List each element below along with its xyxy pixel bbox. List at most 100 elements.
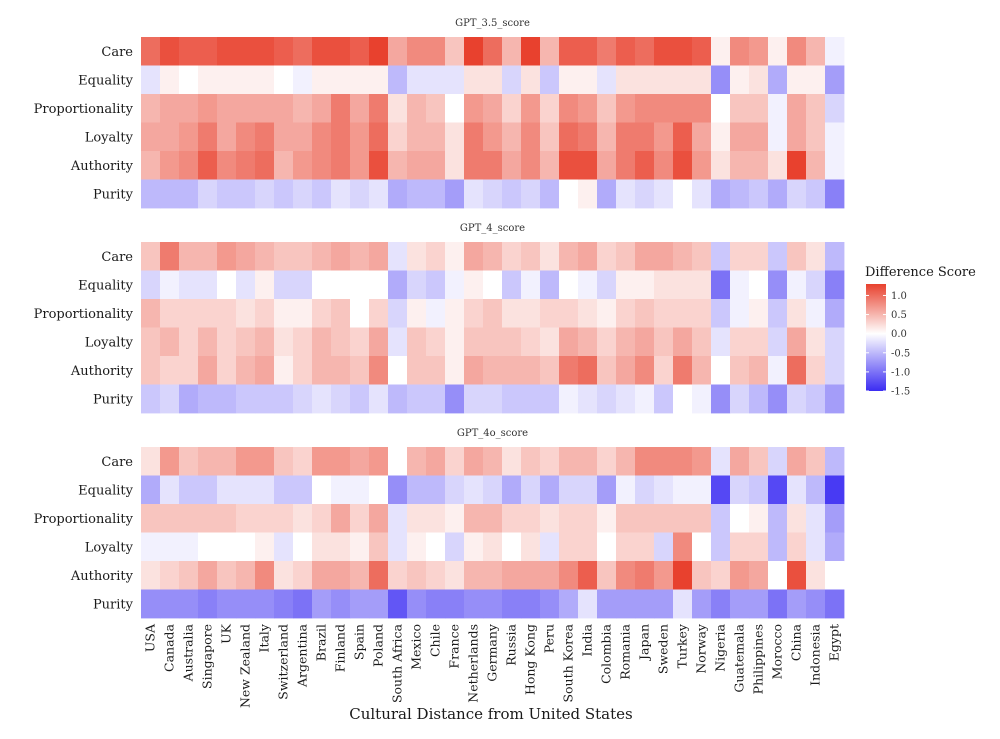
- heatmap-cell: [559, 242, 579, 271]
- heatmap-cell: [616, 242, 636, 271]
- heatmap-cell: [312, 327, 332, 357]
- heatmap-cell: [445, 37, 465, 66]
- row-label: Care: [101, 250, 133, 265]
- heatmap-cell: [141, 589, 161, 619]
- heatmap-cell: [673, 532, 693, 562]
- heatmap-cell: [388, 94, 408, 123]
- heatmap-cell: [483, 504, 503, 533]
- heatmap-cell: [806, 270, 826, 300]
- heatmap-cell: [711, 299, 731, 328]
- heatmap-cell: [616, 356, 636, 385]
- country-label: Spain: [352, 624, 367, 660]
- heatmap-cell: [407, 327, 427, 357]
- heatmap-cell: [730, 299, 750, 328]
- heatmap-cell: [160, 94, 180, 123]
- heatmap-cell: [806, 561, 826, 590]
- heatmap-cell: [445, 356, 465, 385]
- heatmap-cell: [711, 151, 731, 180]
- heatmap-cell: [274, 532, 294, 562]
- heatmap-cell: [388, 589, 408, 619]
- heatmap-cell: [483, 589, 503, 619]
- country-label: Philippines: [751, 624, 766, 694]
- heatmap-cell: [141, 532, 161, 562]
- row-label: Equality: [78, 278, 133, 293]
- heatmap-cell: [388, 37, 408, 66]
- heatmap-cell: [426, 384, 446, 414]
- heatmap-cell: [160, 242, 180, 271]
- heatmap-cell: [825, 179, 845, 209]
- legend-tick-label: -0.5: [891, 348, 910, 359]
- heatmap-cell: [540, 179, 560, 209]
- heatmap-cell: [597, 475, 617, 505]
- heatmap-cell: [369, 327, 389, 357]
- heatmap-cell: [692, 504, 712, 533]
- heatmap-cell: [787, 151, 807, 180]
- heatmap-cell: [464, 504, 484, 533]
- heatmap-cell: [312, 475, 332, 505]
- heatmap-cell: [540, 299, 560, 328]
- heatmap-cell: [825, 447, 845, 476]
- heatmap-cell: [407, 151, 427, 180]
- heatmap-cell: [578, 37, 598, 66]
- heatmap-cell: [388, 532, 408, 562]
- heatmap-cell: [426, 561, 446, 590]
- heatmap-cell: [179, 242, 199, 271]
- row-label: Proportionality: [34, 307, 134, 322]
- heatmap-cell: [141, 94, 161, 123]
- heatmap-cell: [559, 532, 579, 562]
- heatmap-cell: [730, 270, 750, 300]
- heatmap-cell: [806, 532, 826, 562]
- heatmap-cell: [369, 270, 389, 300]
- heatmap-cell: [312, 151, 332, 180]
- heatmap-cell: [293, 242, 313, 271]
- heatmap-cell: [749, 589, 769, 619]
- x-axis-title: Cultural Distance from United States: [349, 705, 632, 723]
- country-label: New Zealand: [238, 624, 253, 708]
- heatmap-cell: [787, 589, 807, 619]
- heatmap-cell: [369, 37, 389, 66]
- heatmap-cell: [293, 561, 313, 590]
- country-label: Norway: [694, 623, 709, 674]
- heatmap-cell: [787, 561, 807, 590]
- country-label: Finland: [333, 624, 348, 672]
- heatmap-cell: [350, 475, 370, 505]
- heatmap-cell: [768, 37, 788, 66]
- heatmap-cell: [198, 37, 218, 66]
- heatmap-cell: [274, 179, 294, 209]
- heatmap-cell: [464, 356, 484, 385]
- heatmap-cell: [217, 270, 237, 300]
- heatmap-cell: [825, 532, 845, 562]
- heatmap-cell: [521, 532, 541, 562]
- heatmap-cell: [331, 242, 351, 271]
- heatmap-cell: [217, 37, 237, 66]
- heatmap-cell: [730, 561, 750, 590]
- heatmap-cell: [768, 589, 788, 619]
- heatmap-cell: [692, 122, 712, 152]
- heatmap-cell: [597, 504, 617, 533]
- heatmap-cell: [806, 65, 826, 95]
- heatmap-cell: [236, 356, 256, 385]
- heatmap-cell: [749, 299, 769, 328]
- heatmap-cell: [160, 589, 180, 619]
- legend-title: Difference Score: [865, 265, 976, 280]
- heatmap-cell: [825, 122, 845, 152]
- heatmap-cell: [711, 242, 731, 271]
- heatmap-cell: [217, 327, 237, 357]
- heatmap-cell: [407, 122, 427, 152]
- row-label: Purity: [93, 187, 134, 202]
- heatmap-cell: [293, 447, 313, 476]
- heatmap-cell: [692, 37, 712, 66]
- row-label: Authority: [70, 569, 134, 584]
- heatmap-cell: [236, 299, 256, 328]
- heatmap-cell: [578, 532, 598, 562]
- heatmap-cell: [274, 65, 294, 95]
- heatmap-cell: [559, 270, 579, 300]
- heatmap-cell: [407, 589, 427, 619]
- heatmap-cell: [654, 532, 674, 562]
- heatmap-cell: [350, 65, 370, 95]
- row-label: Loyalty: [85, 540, 134, 555]
- heatmap-cell: [350, 94, 370, 123]
- heatmap-cell: [331, 447, 351, 476]
- heatmap-cell: [806, 94, 826, 123]
